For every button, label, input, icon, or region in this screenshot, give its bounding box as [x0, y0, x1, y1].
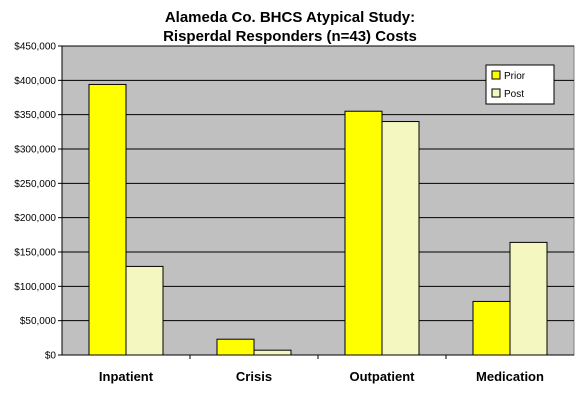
bar-prior-inpatient — [88, 83, 127, 356]
bar-prior-medication — [472, 300, 511, 356]
bar-prior-crisis — [216, 338, 255, 356]
y-axis-ticks: $0 $50,000 $100,000 $150,000 $200,000 $250,00… — [14, 42, 62, 362]
legend-label-prior: Prior — [504, 71, 526, 82]
x-axis-ticks: Inpatient Crisis Outpatient Medication — [99, 355, 544, 384]
y-tick-label: $400,000 — [14, 76, 56, 87]
bar-post-inpatient — [125, 265, 164, 356]
y-tick-label: $200,000 — [14, 213, 56, 224]
legend-label-post: Post — [504, 89, 524, 100]
y-tick-label: $350,000 — [14, 110, 56, 121]
legend: Prior Post — [485, 64, 555, 105]
x-tick-label-outpatient: Outpatient — [350, 369, 416, 384]
y-tick-label: $300,000 — [14, 145, 56, 156]
legend-swatch-prior — [491, 70, 501, 80]
y-tick-label: $450,000 — [14, 42, 56, 53]
chart-title-line-1: Alameda Co. BHCS Atypical Study: — [165, 9, 415, 26]
x-tick-label-inpatient: Inpatient — [99, 369, 154, 384]
y-tick-label: $250,000 — [14, 179, 56, 190]
bar-prior-outpatient — [344, 110, 383, 356]
bar-post-medication — [509, 241, 548, 356]
bar-post-crisis — [253, 349, 292, 356]
legend-swatch-post — [491, 88, 501, 98]
y-tick-label: $50,000 — [20, 316, 57, 327]
x-tick-label-medication: Medication — [476, 369, 544, 384]
bar-post-outpatient — [381, 121, 420, 356]
bars — [88, 83, 548, 356]
y-tick-label: $150,000 — [14, 248, 56, 259]
x-tick-label-crisis: Crisis — [236, 369, 272, 384]
chart-title-line-2: Risperdal Responders (n=43) Costs — [163, 28, 417, 45]
y-tick-label: $100,000 — [14, 282, 56, 293]
y-tick-label: $0 — [45, 351, 57, 362]
